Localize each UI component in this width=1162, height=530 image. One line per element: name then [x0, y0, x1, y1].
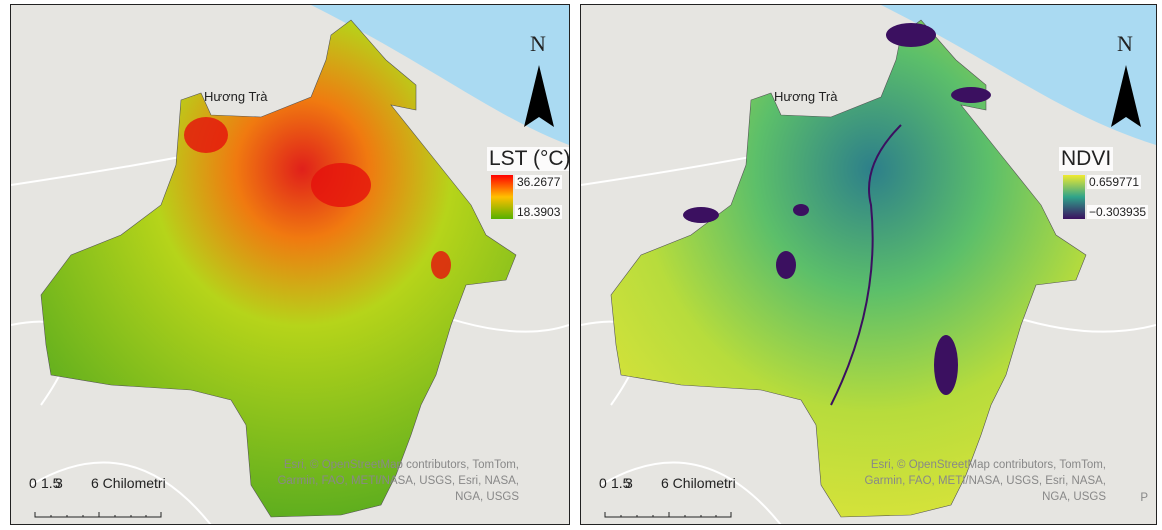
road — [30, 461, 212, 524]
north-label: N — [1117, 31, 1133, 56]
scale-tick: 0 — [29, 475, 37, 491]
scale-tick: 3 — [625, 475, 633, 491]
attribution: Esri, © OpenStreetMap contributors, TomT… — [277, 459, 519, 503]
place-label: Hương Trà — [204, 89, 268, 104]
river — [830, 124, 902, 406]
north-label: N — [530, 31, 546, 56]
legend-title: NDVI — [1059, 147, 1114, 171]
map-panel: Hương Trà N NDVI 0.659771 −0.303935 0 1.5 3 6 Ch… — [580, 4, 1157, 525]
map — [11, 5, 569, 524]
water-body — [793, 204, 809, 216]
scale-bar — [604, 512, 732, 518]
legend-title: LST (°C) — [487, 147, 569, 171]
road — [600, 461, 782, 524]
sea — [311, 5, 569, 145]
water-body — [951, 87, 991, 103]
scale-unit: 6 Chilometri — [91, 475, 166, 491]
scale-unit: 6 Chilometri — [661, 475, 736, 491]
water-body — [776, 251, 796, 279]
map — [581, 5, 1156, 524]
legend-bar — [1063, 175, 1085, 219]
scale-tick: 3 — [55, 475, 63, 491]
water-body — [934, 335, 958, 395]
place-label: Hương Trà — [774, 89, 838, 104]
legend-bar — [491, 175, 513, 219]
legend-min: −0.303935 — [1087, 205, 1149, 219]
water-body — [683, 207, 719, 223]
scale-bar — [34, 512, 162, 518]
north-arrow — [524, 65, 554, 127]
attribution: Esri, © OpenStreetMap contributors, TomT… — [864, 459, 1106, 503]
legend-max: 0.659771 — [1087, 175, 1142, 189]
study-area — [40, 19, 517, 518]
north-arrow — [1111, 65, 1141, 127]
map-panel: Hương Trà N LST (°C) 36.2677 18.3903 0 1.5 3 6 C… — [10, 4, 570, 525]
scale-tick: 1.5 — [611, 475, 631, 491]
study-area — [610, 19, 1087, 518]
legend-max: 36.2677 — [515, 175, 563, 189]
sea — [881, 5, 1156, 145]
scale-tick: 0 — [599, 475, 607, 491]
hot-spot — [311, 163, 371, 207]
scale-tick: 1.5 — [41, 475, 61, 491]
water-body — [886, 23, 936, 47]
edge-label: P — [1140, 492, 1148, 504]
hot-spot — [184, 117, 228, 153]
legend-min: 18.3903 — [515, 205, 563, 219]
hot-spot — [431, 251, 451, 279]
